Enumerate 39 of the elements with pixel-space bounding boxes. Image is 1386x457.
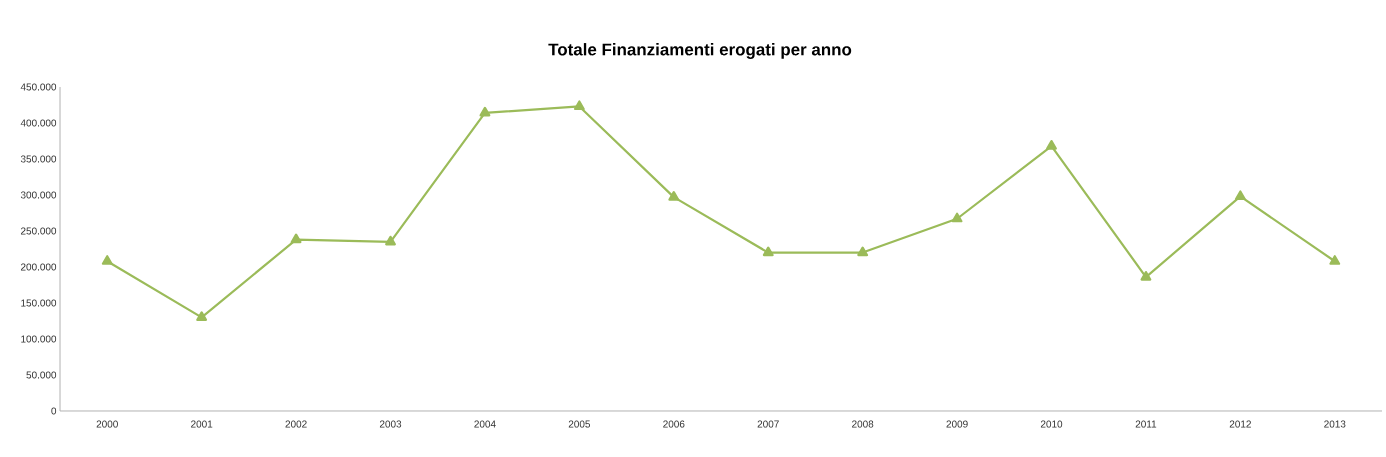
point bbox=[385, 235, 396, 246]
point bbox=[668, 191, 680, 201]
x-tick-label: 2012 bbox=[1229, 420, 1251, 428]
x-tick-label: 2007 bbox=[757, 420, 779, 428]
point bbox=[479, 106, 491, 117]
y-tick-label: 0 bbox=[51, 407, 57, 415]
x-tick-label: 2013 bbox=[1324, 420, 1346, 428]
y-tick-label: 400.000 bbox=[20, 119, 57, 127]
x-tick-label: 2000 bbox=[96, 420, 118, 428]
x-tick-label: 2002 bbox=[285, 420, 307, 428]
y-tick-label: 350.000 bbox=[20, 155, 57, 163]
point bbox=[857, 246, 869, 257]
y-tick-label: 300.000 bbox=[20, 191, 57, 199]
x-tick-label: 2004 bbox=[474, 420, 496, 428]
x-tick-label: 2001 bbox=[191, 420, 213, 428]
y-tick-label: 250.000 bbox=[20, 227, 57, 235]
y-tick-label: 100.000 bbox=[21, 335, 57, 343]
point bbox=[1234, 190, 1246, 201]
point bbox=[290, 233, 302, 244]
x-tick-label: 2010 bbox=[1040, 420, 1063, 428]
point bbox=[951, 212, 963, 223]
point bbox=[762, 246, 774, 257]
chart-title: Totale Finanziamenti erogati per anno bbox=[548, 43, 852, 59]
y-tick-label: 200.000 bbox=[20, 263, 57, 271]
point bbox=[196, 311, 208, 321]
point bbox=[1046, 139, 1057, 150]
point bbox=[101, 255, 113, 265]
y-tick-label: 150.000 bbox=[21, 299, 57, 307]
x-tick-label: 2005 bbox=[568, 420, 591, 428]
y-tick-label: 50.000 bbox=[26, 371, 57, 379]
point bbox=[1329, 255, 1341, 265]
point bbox=[573, 100, 585, 111]
x-tick-label: 2008 bbox=[852, 420, 874, 428]
x-tick-label: 2003 bbox=[379, 420, 402, 428]
x-tick-label: 2006 bbox=[663, 420, 685, 428]
point bbox=[1140, 270, 1152, 281]
x-tick-label: 2009 bbox=[946, 420, 968, 428]
y-tick-label: 450.000 bbox=[20, 83, 57, 91]
x-tick-label: 2011 bbox=[1135, 420, 1157, 428]
